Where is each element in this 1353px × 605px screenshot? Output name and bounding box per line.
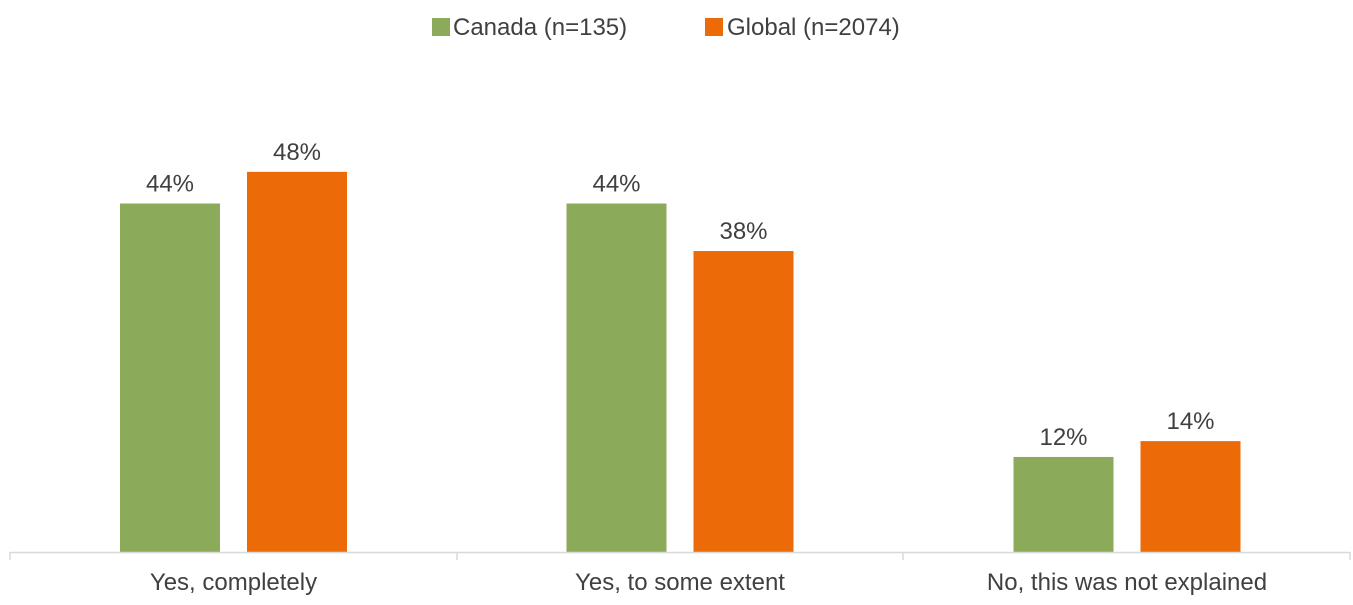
bar-canada-0 bbox=[120, 203, 220, 552]
category-label-2: No, this was not explained bbox=[987, 569, 1267, 596]
legend-swatch-global bbox=[705, 18, 723, 36]
category-labels: Yes, completely Yes, to some extent No, th… bbox=[150, 569, 1267, 596]
value-label-global-0: 48% bbox=[273, 139, 321, 166]
legend-label-canada: Canada (n=135) bbox=[453, 14, 627, 41]
value-label-global-2: 14% bbox=[1166, 408, 1214, 435]
bar-global-1 bbox=[693, 251, 794, 553]
category-label-0: Yes, completely bbox=[150, 569, 317, 596]
legend-swatch-canada bbox=[432, 18, 450, 36]
value-label-canada-0: 44% bbox=[146, 171, 194, 198]
bar-global-0 bbox=[247, 171, 347, 552]
legend-label-global: Global (n=2074) bbox=[727, 14, 900, 41]
bar-canada-1 bbox=[566, 203, 667, 552]
value-label-global-1: 38% bbox=[719, 218, 767, 245]
x-axis bbox=[9, 551, 1351, 560]
value-label-canada-2: 12% bbox=[1039, 424, 1087, 451]
value-label-canada-1: 44% bbox=[592, 171, 640, 198]
value-labels: 44% 48% 44% 38% 12% 14% bbox=[146, 139, 1215, 451]
bars bbox=[120, 171, 1241, 553]
legend: Canada (n=135) Global (n=2074) bbox=[432, 14, 900, 41]
bar-canada-2 bbox=[1013, 456, 1114, 552]
bar-global-2 bbox=[1140, 441, 1241, 552]
category-label-1: Yes, to some extent bbox=[575, 569, 785, 596]
